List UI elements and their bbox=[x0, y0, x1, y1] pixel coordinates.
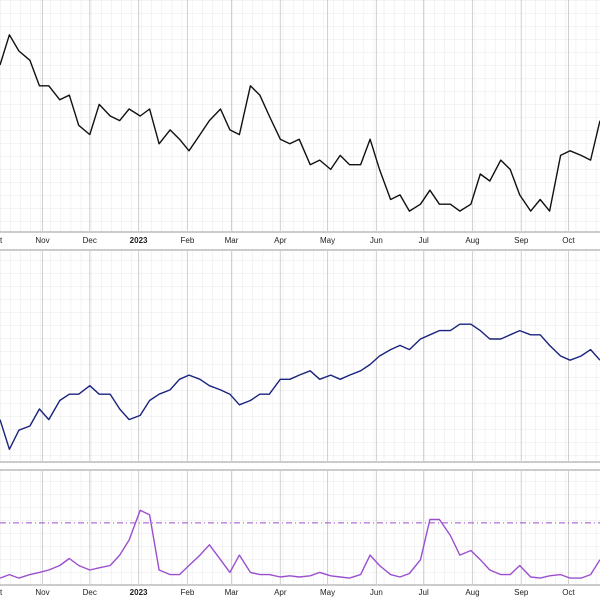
x-tick-label: Aug bbox=[465, 236, 479, 245]
x-tick-label: Oct bbox=[562, 588, 575, 597]
x-tick-label: Dec bbox=[83, 588, 97, 597]
series-line bbox=[0, 323, 600, 450]
x-tick-label: Aug bbox=[465, 588, 479, 597]
x-tick-label: Jun bbox=[370, 236, 383, 245]
panel-background bbox=[0, 0, 600, 232]
x-tick-label: Sep bbox=[514, 588, 529, 597]
x-tick-label: t bbox=[0, 588, 3, 597]
x-tick-label: Feb bbox=[181, 588, 195, 597]
series-line bbox=[0, 34, 600, 212]
x-tick-label: Jul bbox=[419, 588, 429, 597]
x-tick-label: May bbox=[320, 236, 335, 245]
x-tick-label: Nov bbox=[35, 236, 49, 245]
x-tick-label: Mar bbox=[225, 236, 239, 245]
x-tick-label: May bbox=[320, 588, 335, 597]
x-tick-label: Apr bbox=[274, 236, 287, 245]
panel-background bbox=[0, 250, 600, 462]
x-tick-label: Jun bbox=[370, 588, 383, 597]
x-tick-label: Sep bbox=[514, 236, 529, 245]
x-tick-label: Nov bbox=[35, 588, 49, 597]
x-tick-label: t bbox=[0, 236, 3, 245]
x-tick-label: Dec bbox=[83, 236, 97, 245]
x-tick-label: Mar bbox=[225, 588, 239, 597]
x-tick-label: Feb bbox=[181, 236, 195, 245]
x-tick-label: 2023 bbox=[130, 588, 148, 597]
x-tick-label: 2023 bbox=[130, 236, 148, 245]
x-tick-label: Jul bbox=[419, 236, 429, 245]
panel-background bbox=[0, 470, 600, 585]
x-tick-label: Oct bbox=[562, 236, 575, 245]
series-line bbox=[0, 509, 600, 579]
x-tick-label: Apr bbox=[274, 588, 287, 597]
